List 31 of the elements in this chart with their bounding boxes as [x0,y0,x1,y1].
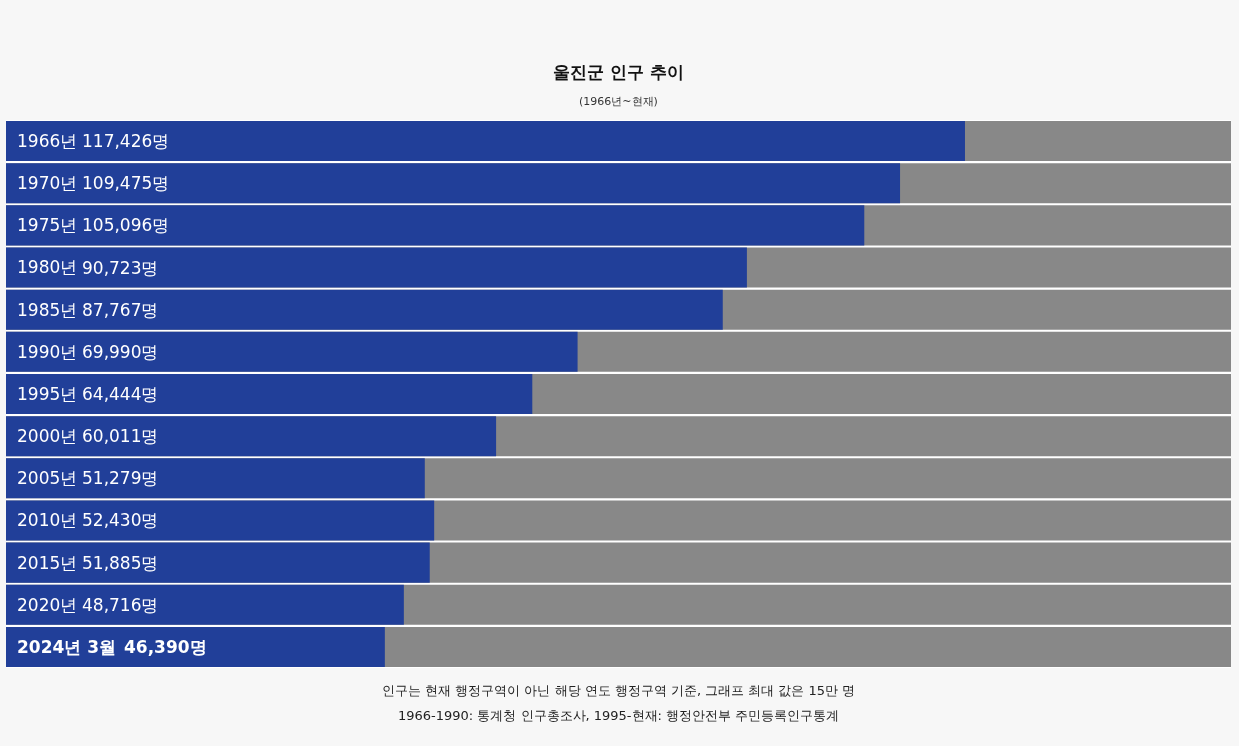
bar [6,584,404,625]
data-label: 109,475명 [82,173,170,193]
y-tick-label: 2000년 [17,426,78,447]
y-tick-label: 1990년 [17,341,78,362]
data-label: 90,723명 [82,258,159,278]
y-tick-label: 1975년 [17,215,78,236]
text: 1966-1990: 통계청 인구총조사, 1995-현재: 행정안전부 주민등록인구통계 [398,708,840,723]
y-tick-label: 1980년 [17,257,78,278]
data-label: 46,390명 [124,637,207,657]
y-tick-label: 1985년 [17,299,78,320]
y-tick-label: 2024년 3월 [17,636,117,657]
data-label: 51,279명 [82,468,159,488]
y-tick-label: 1995년 [17,383,78,404]
data-label: 51,885명 [82,553,159,573]
data-label: 52,430명 [82,510,159,530]
data-label: 64,444명 [82,384,159,404]
chart-subtitle: (1966년~현재) [579,95,658,108]
data-label: 69,990명 [82,342,159,362]
data-label: 105,096명 [82,215,170,235]
data-label: 117,426명 [82,131,170,151]
y-tick-label: 2020년 [17,594,78,615]
data-label: 48,716명 [82,595,159,615]
y-tick-label: 2015년 [17,552,78,573]
y-tick-label: 1966년 [17,131,78,152]
y-tick-label: 2010년 [17,510,78,531]
y-tick-label: 2005년 [17,468,78,489]
chart-title: 울진군 인구 추이 [553,62,684,82]
y-tick-label: 1970년 [17,173,78,194]
data-label: 87,767명 [82,300,159,320]
text: 인구는 현재 행정구역이 아닌 해당 연도 행정구역 기준, 그래프 최대 값은 15만 명 [382,683,856,698]
data-label: 60,011명 [82,426,159,446]
